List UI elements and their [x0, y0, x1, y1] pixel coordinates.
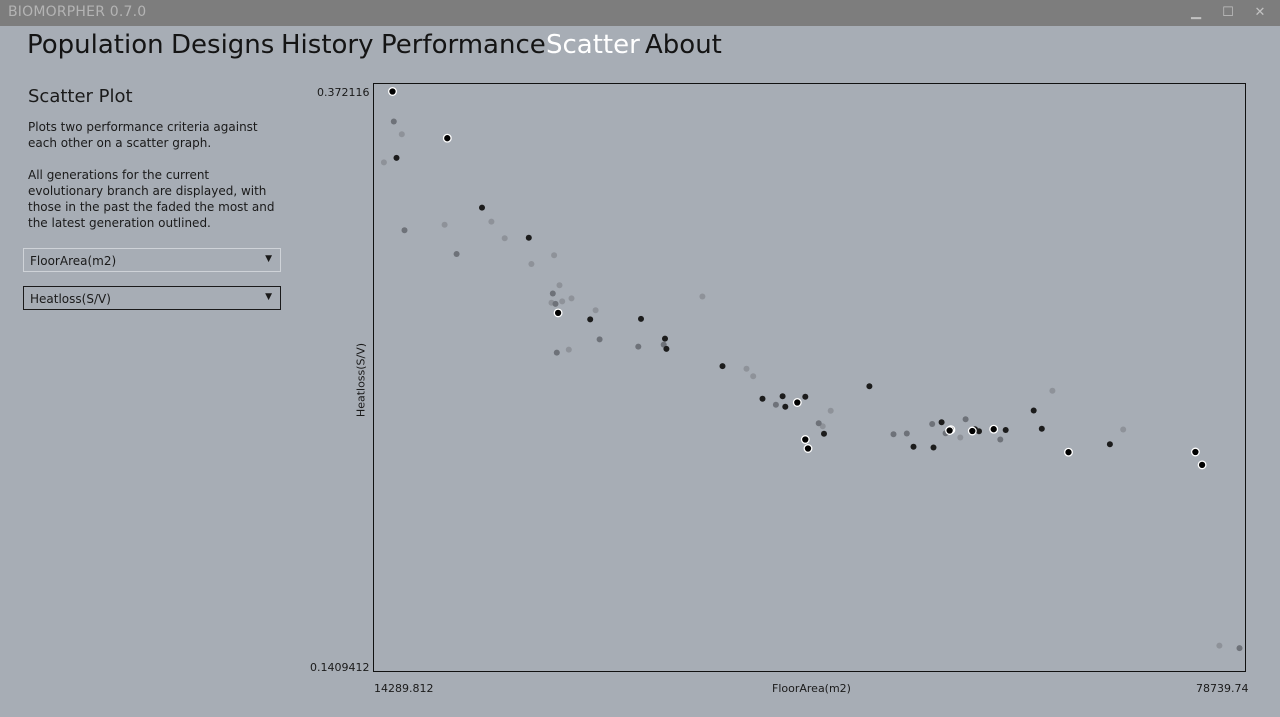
- y-axis-title: Heatloss(S/V): [354, 342, 368, 418]
- scatter-point: [1216, 642, 1223, 649]
- scatter-point: [587, 316, 594, 323]
- scatter-point: [930, 444, 937, 451]
- scatter-point: [803, 444, 813, 453]
- scatter-point: [551, 252, 558, 259]
- scatter-point: [759, 395, 766, 402]
- scatter-point: [890, 431, 897, 438]
- scatter-point: [553, 308, 563, 318]
- scatter-point: [525, 234, 532, 241]
- scatter-point: [866, 383, 873, 390]
- scatter-point: [1049, 387, 1056, 394]
- close-icon[interactable]: ✕: [1254, 5, 1266, 20]
- tab-designs[interactable]: Designs: [171, 30, 275, 60]
- x-axis-title: FloorArea(m2): [772, 682, 851, 695]
- scatter-point: [1236, 645, 1243, 652]
- scatter-point: [945, 426, 955, 435]
- scatter-point: [380, 159, 387, 166]
- sidebar-note: All generations for the current evolutio…: [28, 168, 275, 230]
- scatter-point: [488, 218, 495, 225]
- scatter-point: [821, 430, 827, 437]
- scatter-point: [556, 282, 563, 289]
- scatter-point: [719, 363, 726, 370]
- scatter-point: [479, 204, 485, 211]
- scatter-point: [393, 154, 400, 161]
- scatter-point: [929, 421, 936, 427]
- y-min-label: 0.1409412: [310, 661, 370, 674]
- maximize-icon[interactable]: ☐: [1222, 5, 1234, 20]
- scatter-point: [802, 393, 809, 400]
- sidebar-title: Scatter Plot: [28, 86, 133, 107]
- scatter-point: [552, 300, 559, 307]
- scatter-point: [1190, 447, 1200, 457]
- scatter-plot-area: [373, 83, 1246, 672]
- tab-performance[interactable]: Performance: [381, 30, 546, 60]
- scatter-point: [501, 235, 508, 242]
- chevron-down-icon: ▼: [265, 254, 272, 264]
- scatter-point: [568, 295, 575, 302]
- scatter-point: [1064, 447, 1073, 457]
- sidebar-description: Plots two performance criteria against e…: [28, 120, 258, 150]
- scatter-point: [592, 307, 599, 314]
- scatter-point: [967, 426, 977, 436]
- scatter-point: [660, 341, 667, 348]
- scatter-point: [1197, 460, 1207, 470]
- scatter-point: [976, 428, 982, 435]
- scatter-point: [442, 133, 452, 143]
- minimize-icon[interactable]: ▁: [1191, 5, 1201, 20]
- tab-history[interactable]: History: [281, 30, 374, 60]
- y-criterion-value: Heatloss(S/V): [30, 292, 111, 306]
- scatter-point: [750, 373, 757, 380]
- scatter-point: [388, 87, 397, 96]
- scatter-point: [662, 335, 668, 342]
- scatter-point: [390, 118, 397, 125]
- scatter-point: [903, 430, 910, 437]
- scatter-point: [663, 345, 670, 352]
- scatter-point: [565, 346, 572, 353]
- scatter-point: [989, 424, 999, 434]
- scatter-point: [699, 293, 706, 300]
- scatter-point: [1120, 426, 1127, 433]
- scatter-point: [559, 298, 566, 305]
- scatter-point: [782, 403, 789, 410]
- scatter-point: [596, 336, 603, 343]
- scatter-point: [815, 420, 822, 427]
- scatter-point: [800, 435, 810, 444]
- scatter-point: [779, 393, 786, 400]
- scatter-point: [1106, 441, 1113, 448]
- scatter-point: [553, 349, 560, 356]
- y-criterion-dropdown[interactable]: Heatloss(S/V) ▼: [23, 286, 281, 310]
- scatter-point: [962, 416, 969, 423]
- tab-scatter[interactable]: Scatter: [546, 30, 640, 60]
- x-criterion-value: FloorArea(m2): [30, 254, 117, 268]
- scatter-point: [441, 221, 448, 228]
- scatter-point: [792, 398, 802, 407]
- scatter-point: [549, 290, 556, 297]
- scatter-point: [401, 227, 408, 234]
- tab-about[interactable]: About: [645, 30, 722, 60]
- tab-population[interactable]: Population: [27, 30, 164, 60]
- scatter-point: [638, 315, 644, 322]
- scatter-point: [398, 131, 405, 138]
- scatter-points: [380, 87, 1243, 652]
- scatter-point: [1002, 427, 1009, 433]
- scatter-point: [635, 343, 642, 350]
- scatter-point: [910, 443, 917, 450]
- y-max-label: 0.372116: [317, 86, 370, 99]
- scatter-point: [1038, 425, 1045, 432]
- chevron-down-icon: ▼: [265, 292, 272, 302]
- scatter-point: [938, 419, 945, 426]
- scatter-point: [1030, 407, 1037, 414]
- scatter-point: [528, 261, 535, 267]
- scatter-point: [827, 407, 834, 414]
- app-title: BIOMORPHER 0.7.0: [8, 4, 147, 20]
- scatter-point: [772, 401, 779, 408]
- title-bar: BIOMORPHER 0.7.0 ▁ ☐ ✕: [0, 0, 1280, 26]
- scatter-point: [997, 436, 1004, 443]
- scatter-point: [957, 434, 964, 441]
- x-criterion-dropdown[interactable]: FloorArea(m2) ▼: [23, 248, 281, 272]
- x-min-label: 14289.812: [374, 682, 434, 695]
- scatter-point: [453, 251, 460, 257]
- x-max-label: 78739.74: [1196, 682, 1249, 695]
- scatter-point: [743, 365, 750, 372]
